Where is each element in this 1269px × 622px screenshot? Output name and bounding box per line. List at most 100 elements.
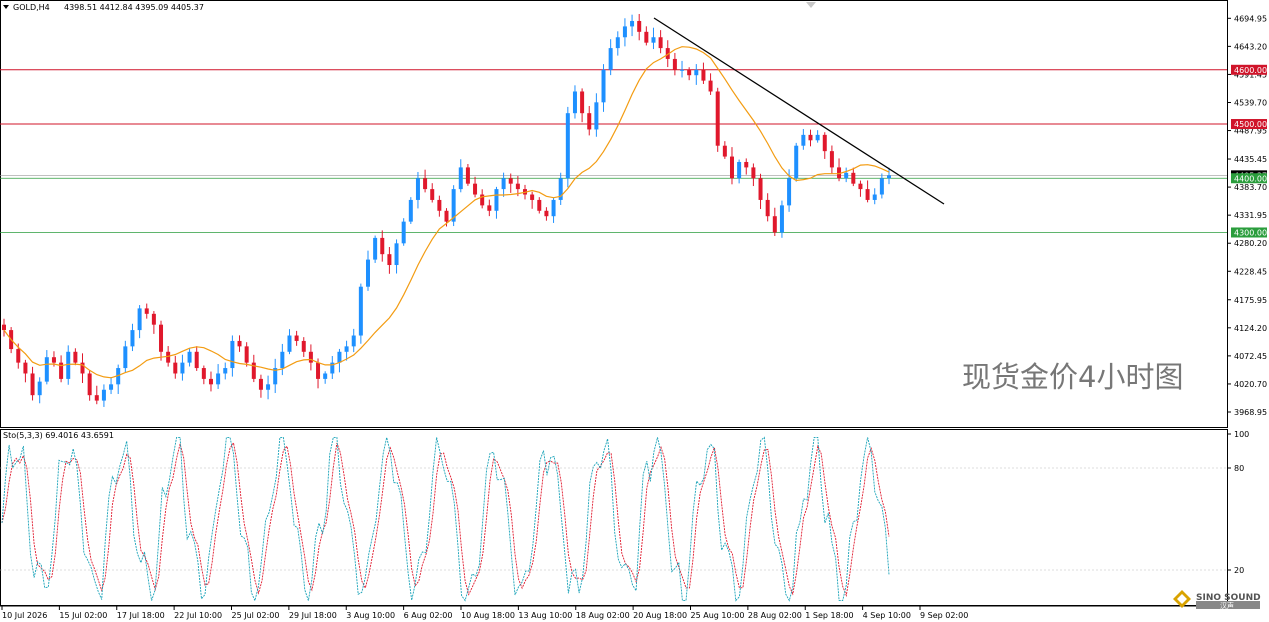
- candle-body: [815, 134, 820, 141]
- candle-body: [537, 199, 542, 211]
- candle-body: [558, 178, 563, 200]
- candle-body: [508, 178, 513, 184]
- candle-body: [851, 172, 856, 184]
- price-label-box: [1231, 64, 1267, 75]
- price-tick-label: 4331.95: [1234, 211, 1267, 220]
- candle-body: [587, 113, 592, 130]
- candle-body: [465, 167, 470, 184]
- candle-body: [687, 69, 692, 76]
- indicator-label: Sto(5,3,3) 69.4016 43.6591: [3, 431, 114, 440]
- shift-marker-icon[interactable]: [806, 2, 816, 8]
- candle-body: [637, 20, 642, 32]
- candle-body: [258, 378, 263, 390]
- candle-body: [430, 189, 435, 200]
- candle-body: [59, 362, 64, 379]
- candle-body: [294, 335, 299, 341]
- main-pane-frame: [0, 0, 1228, 428]
- price-tick-label: 4072.45: [1234, 352, 1267, 361]
- trendline[interactable]: [653, 17, 945, 205]
- candle-body: [123, 346, 128, 369]
- time-tick-label: 29 Jul 18:00: [289, 611, 337, 620]
- time-tick-label: 18 Aug 02:00: [576, 611, 630, 620]
- price-label-box: [1231, 227, 1267, 238]
- time-tick-label: 25 Aug 10:00: [691, 611, 745, 620]
- candle-body: [729, 156, 734, 179]
- candle-body: [779, 205, 784, 233]
- price-label: 4600.00: [1234, 66, 1267, 75]
- candle-body: [801, 134, 806, 146]
- stoch-tick-label: 80: [1234, 464, 1244, 473]
- price-tick-label: 4280.20: [1234, 239, 1267, 248]
- candle-body: [173, 362, 178, 374]
- candle-body: [844, 172, 849, 179]
- candle-body: [415, 178, 420, 200]
- candle-body: [580, 91, 585, 114]
- candle-body: [273, 368, 278, 385]
- candle-body: [615, 37, 620, 49]
- candle-body: [323, 373, 328, 379]
- candle-body: [787, 178, 792, 206]
- candle-body: [380, 237, 385, 255]
- header-dropdown-icon[interactable]: [3, 5, 9, 9]
- candle-body: [701, 69, 706, 81]
- candle-body: [494, 189, 499, 211]
- candle-body: [2, 324, 6, 331]
- time-tick-label: 20 Aug 18:00: [633, 611, 687, 620]
- candle-body: [230, 340, 235, 369]
- time-tick-label: 4 Sep 10:00: [863, 611, 911, 620]
- candle-body: [337, 351, 342, 363]
- candle-body: [829, 151, 834, 168]
- candle-body: [266, 384, 271, 390]
- ma-line: [3, 46, 890, 379]
- price-tick-label: 4694.95: [1234, 14, 1267, 23]
- candle-body: [872, 194, 877, 200]
- candle-body: [865, 189, 870, 200]
- candle-body: [30, 373, 35, 396]
- chart-symbol: GOLD,H4: [13, 3, 50, 12]
- candle-body: [408, 199, 413, 222]
- price-tick-label: 4175.95: [1234, 296, 1267, 305]
- candle-body: [365, 259, 370, 287]
- time-tick-label: 22 Jul 10:00: [174, 611, 222, 620]
- candle-body: [672, 58, 677, 70]
- candle-body: [530, 194, 535, 200]
- candle-body: [73, 351, 78, 363]
- sino-sound-logo: SINO SOUND 汉声: [1173, 590, 1261, 610]
- candle-body: [94, 395, 99, 401]
- time-tick-label: 10 Aug 18:00: [461, 611, 515, 620]
- price-tick-label: 4228.45: [1234, 267, 1267, 276]
- candle-body: [401, 221, 406, 244]
- candle-body: [423, 178, 428, 190]
- candle-body: [480, 194, 485, 206]
- candle-body: [601, 69, 606, 103]
- horizontal-levels: [0, 69, 1227, 233]
- candle-body: [737, 161, 742, 179]
- candle-body: [180, 362, 185, 374]
- candle-body: [722, 145, 727, 157]
- candle-body: [159, 324, 164, 352]
- candle-body: [708, 80, 713, 92]
- price-label: 4500.00: [1234, 120, 1267, 129]
- candle-body: [109, 384, 114, 390]
- candle-body: [651, 37, 656, 43]
- candle-body: [622, 26, 627, 38]
- candle-body: [37, 381, 42, 396]
- candle-body: [394, 243, 399, 266]
- price-label: 4400.00: [1234, 174, 1267, 183]
- candle-body: [301, 340, 306, 352]
- candle-body: [387, 254, 392, 266]
- candle-body: [237, 340, 242, 347]
- candle-body: [544, 210, 549, 217]
- candle-body: [130, 330, 135, 347]
- candle-body: [51, 357, 56, 363]
- candle-body: [837, 167, 842, 179]
- stoch-tick-label: 100: [1234, 430, 1249, 439]
- candle-body: [765, 199, 770, 217]
- candle-body: [308, 351, 313, 363]
- candle-body: [280, 351, 285, 369]
- candle-body: [879, 178, 884, 195]
- candle-body: [358, 286, 363, 336]
- candle-body: [316, 362, 321, 379]
- candle-body: [444, 210, 449, 222]
